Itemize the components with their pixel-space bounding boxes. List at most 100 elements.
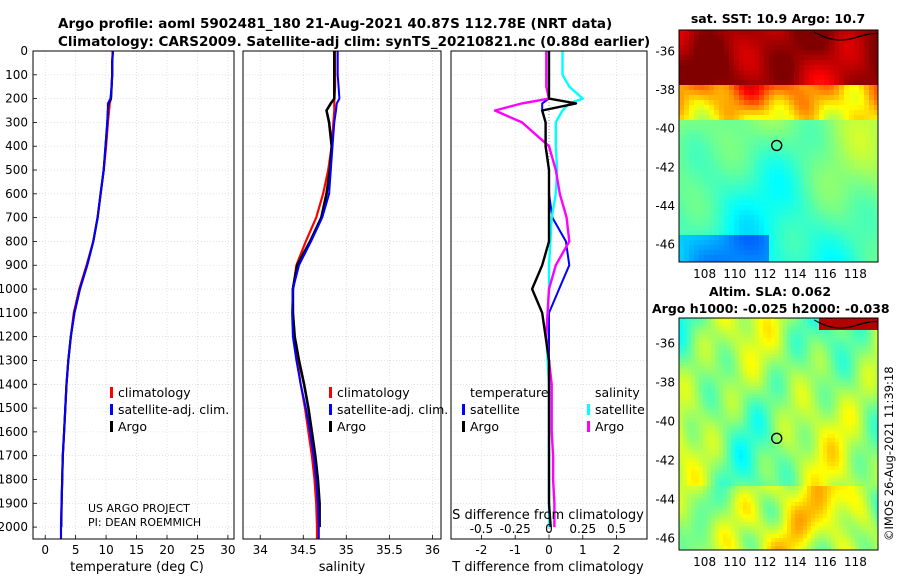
map-cell — [807, 390, 812, 395]
map-cell — [699, 35, 705, 41]
map-cell — [815, 458, 820, 463]
map-cell — [764, 245, 770, 251]
map-cell — [731, 370, 736, 375]
map-cell — [855, 382, 860, 387]
map-cell — [739, 534, 744, 539]
map-cell — [719, 130, 725, 136]
map-cell — [719, 370, 724, 375]
map-cell — [807, 430, 812, 435]
map-cell — [789, 235, 795, 241]
map-cell — [731, 390, 736, 395]
map-cell — [775, 342, 780, 347]
map-cell — [799, 190, 805, 196]
map-cell — [811, 530, 816, 535]
map-cell — [687, 386, 692, 391]
map-cell — [834, 170, 840, 176]
map-cell — [764, 105, 770, 111]
map-cell — [679, 160, 685, 166]
map-cell — [771, 422, 776, 427]
map-cell — [769, 85, 775, 91]
difference-axes-box — [450, 50, 648, 540]
map-cell — [734, 55, 740, 61]
map-cell — [679, 446, 684, 451]
map-cell — [759, 85, 765, 91]
map-cell — [687, 502, 692, 507]
map-cell — [759, 410, 764, 415]
map-cell — [783, 354, 788, 359]
map-cell — [743, 478, 748, 483]
map-cell — [754, 100, 760, 106]
map-cell — [759, 450, 764, 455]
map-cell — [863, 338, 868, 343]
map-cell — [819, 522, 824, 527]
map-cell — [734, 250, 740, 256]
title-line-2: Climatology: CARS2009. Satellite-adj cli… — [58, 34, 650, 50]
map-cell — [691, 386, 696, 391]
map-cell — [829, 120, 835, 126]
map-cell — [699, 70, 705, 76]
map-cell — [804, 55, 810, 61]
map-cell — [711, 474, 716, 479]
map-cell — [734, 160, 740, 166]
map-cell — [771, 346, 776, 351]
map-cell — [783, 382, 788, 387]
map-cell — [695, 334, 700, 339]
map-cell — [799, 530, 804, 535]
map-cell — [791, 454, 796, 459]
map-cell — [834, 260, 840, 262]
map-cell — [794, 260, 800, 262]
map-cell — [871, 370, 876, 375]
map-cell — [864, 120, 870, 126]
map-cell — [867, 526, 872, 531]
map-cell — [744, 120, 750, 126]
map-cell — [759, 426, 764, 431]
map-cell — [824, 240, 830, 246]
map-cell — [791, 526, 796, 531]
map-cell — [775, 494, 780, 499]
map-cell — [749, 255, 755, 261]
map-cell — [715, 402, 720, 407]
map-cell — [704, 190, 710, 196]
map-cell — [844, 100, 850, 106]
map-cell — [703, 526, 708, 531]
map-cell — [804, 125, 810, 131]
map-cell — [767, 426, 772, 431]
map-cell — [874, 240, 878, 246]
map-cell — [807, 514, 812, 519]
map-cell — [707, 454, 712, 459]
map-cell — [843, 398, 848, 403]
map-cell — [771, 362, 776, 367]
map-cell — [687, 538, 692, 543]
map-cell — [759, 245, 765, 251]
map-cell — [784, 245, 790, 251]
map-cell — [871, 374, 876, 379]
map-cell — [763, 338, 768, 343]
map-cell — [791, 430, 796, 435]
map-cell — [767, 454, 772, 459]
map-cell — [747, 466, 752, 471]
map-cell — [735, 394, 740, 399]
map-cell — [731, 426, 736, 431]
map-cell — [711, 406, 716, 411]
map-cell — [719, 326, 724, 331]
map-cell — [731, 346, 736, 351]
map-cell — [855, 482, 860, 487]
map-cell — [871, 406, 876, 411]
map-cell — [707, 430, 712, 435]
map-cell — [704, 75, 710, 81]
map-cell — [834, 180, 840, 186]
map-cell — [679, 518, 684, 523]
map-cell — [839, 255, 845, 261]
map-cell — [679, 378, 684, 383]
map-cell — [791, 386, 796, 391]
map-cell — [743, 442, 748, 447]
map-cell — [763, 422, 768, 427]
map-cell — [844, 165, 850, 171]
map-cell — [827, 466, 832, 471]
map-cell — [807, 318, 812, 323]
map-cell — [747, 534, 752, 539]
map-cell — [709, 165, 715, 171]
map-cell — [719, 255, 725, 261]
map-cell — [804, 225, 810, 231]
map-cell — [771, 350, 776, 355]
